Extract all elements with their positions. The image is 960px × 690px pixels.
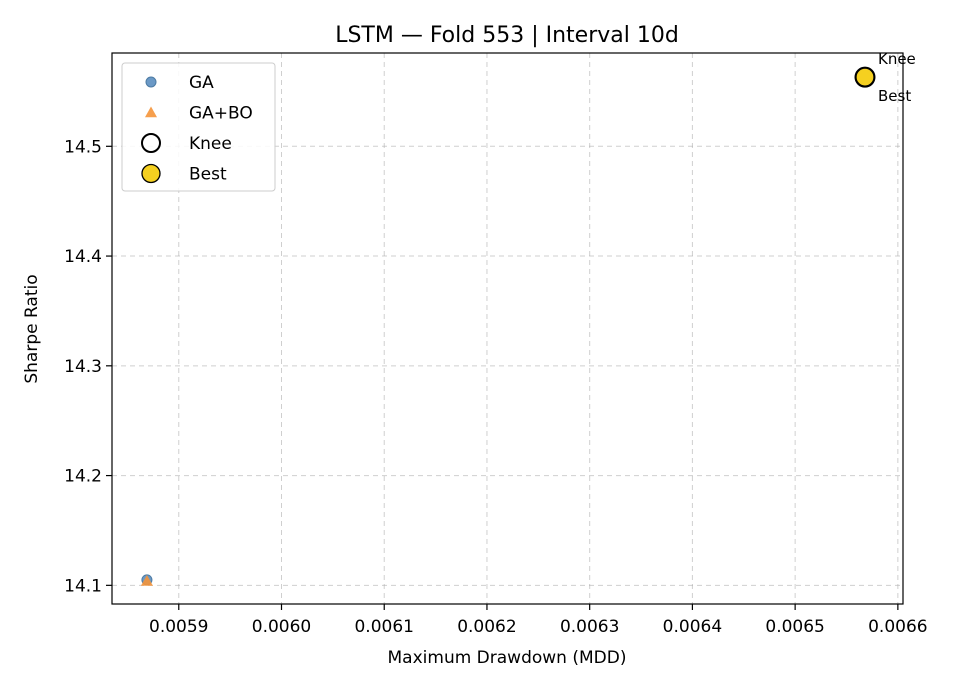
y-tick-label: 14.3 xyxy=(64,357,102,377)
best-point xyxy=(141,163,161,184)
x-tick-label: 0.0062 xyxy=(457,617,516,637)
x-tick-label: 0.0059 xyxy=(149,617,208,637)
x-tick-label: 0.0066 xyxy=(868,617,927,637)
ga-bo-point xyxy=(145,106,157,118)
legend-label: Knee xyxy=(189,134,232,154)
x-axis-ticks: 0.0059 0.0060 0.0061 0.0062 0.0063 0.0064 0.00… xyxy=(149,604,928,637)
annotations: Knee Best xyxy=(878,50,916,105)
data-points xyxy=(140,66,876,586)
best-point xyxy=(855,67,875,87)
y-axis-label: Sharpe Ratio xyxy=(22,274,42,383)
x-tick-label: 0.0064 xyxy=(663,617,722,637)
legend-label: GA xyxy=(189,73,214,93)
x-tick-label: 0.0060 xyxy=(252,617,311,637)
x-tick-label: 0.0061 xyxy=(354,617,413,637)
ga-point xyxy=(145,76,157,88)
legend-box xyxy=(121,62,276,192)
knee-point xyxy=(141,133,161,153)
x-axis-label: Maximum Drawdown (MDD) xyxy=(388,648,627,668)
plot-frame xyxy=(111,52,904,605)
ga-bo-point xyxy=(140,574,153,586)
legend-label: GA+BO xyxy=(189,104,253,124)
y-tick-label: 14.4 xyxy=(64,247,102,267)
y-tick-label: 14.2 xyxy=(64,467,102,487)
annotation-best: Best xyxy=(878,87,911,105)
annotation-knee: Knee xyxy=(878,50,916,68)
y-tick-label: 14.1 xyxy=(64,576,102,596)
x-tick-label: 0.0063 xyxy=(560,617,619,637)
legend: GA GA+BO Knee Best xyxy=(121,62,276,192)
y-tick-label: 14.5 xyxy=(64,137,102,157)
y-axis-ticks: 14.1 14.2 14.3 14.4 14.5 xyxy=(64,137,112,596)
chart-title: LSTM — Fold 553 | Interval 10d xyxy=(335,23,679,48)
x-tick-label: 0.0065 xyxy=(765,617,824,637)
legend-label: Best xyxy=(189,165,227,185)
grid-lines xyxy=(112,53,903,604)
